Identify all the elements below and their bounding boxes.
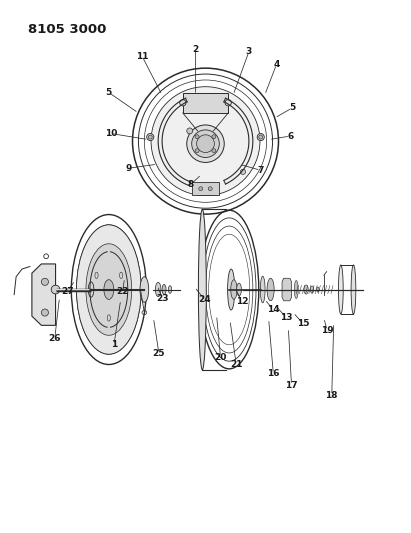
Text: 8: 8 xyxy=(187,180,194,189)
FancyBboxPatch shape xyxy=(192,182,219,195)
Text: 11: 11 xyxy=(136,52,149,61)
Text: 25: 25 xyxy=(153,349,165,358)
Ellipse shape xyxy=(151,87,260,196)
Text: 23: 23 xyxy=(156,294,169,303)
Ellipse shape xyxy=(294,280,298,298)
Text: 13: 13 xyxy=(280,313,293,322)
Polygon shape xyxy=(32,264,55,325)
Text: 18: 18 xyxy=(326,391,338,400)
Ellipse shape xyxy=(231,280,237,299)
Ellipse shape xyxy=(199,209,206,370)
Ellipse shape xyxy=(148,135,152,139)
Ellipse shape xyxy=(260,276,265,303)
FancyBboxPatch shape xyxy=(183,93,228,113)
Text: 16: 16 xyxy=(267,369,279,378)
Ellipse shape xyxy=(187,128,193,134)
Text: 20: 20 xyxy=(214,352,227,361)
Ellipse shape xyxy=(140,277,149,302)
Ellipse shape xyxy=(155,282,161,297)
Ellipse shape xyxy=(180,100,186,106)
Ellipse shape xyxy=(192,130,219,158)
Text: 2: 2 xyxy=(192,45,199,53)
Text: 27: 27 xyxy=(61,287,74,296)
Ellipse shape xyxy=(147,133,154,141)
Ellipse shape xyxy=(42,309,48,316)
Polygon shape xyxy=(282,278,291,301)
Ellipse shape xyxy=(351,265,356,314)
Ellipse shape xyxy=(267,278,274,301)
Ellipse shape xyxy=(212,149,216,152)
Text: 14: 14 xyxy=(267,305,279,314)
Ellipse shape xyxy=(195,135,199,139)
Ellipse shape xyxy=(259,135,263,139)
Ellipse shape xyxy=(86,244,132,335)
Ellipse shape xyxy=(195,149,199,152)
Ellipse shape xyxy=(257,133,264,141)
Ellipse shape xyxy=(212,135,216,139)
Ellipse shape xyxy=(199,187,203,191)
Ellipse shape xyxy=(196,135,215,152)
Text: 19: 19 xyxy=(321,326,333,335)
Ellipse shape xyxy=(51,285,60,294)
Text: 3: 3 xyxy=(246,47,252,56)
Text: 4: 4 xyxy=(273,60,280,69)
Text: 1: 1 xyxy=(111,340,117,349)
Text: 21: 21 xyxy=(230,360,242,369)
Text: 7: 7 xyxy=(258,166,264,175)
Ellipse shape xyxy=(228,269,235,310)
Ellipse shape xyxy=(187,125,224,163)
Text: 8105 3000: 8105 3000 xyxy=(28,23,106,36)
Ellipse shape xyxy=(339,265,343,314)
Text: 12: 12 xyxy=(236,297,248,306)
Ellipse shape xyxy=(169,286,171,293)
Ellipse shape xyxy=(237,283,241,296)
Ellipse shape xyxy=(225,100,231,106)
Ellipse shape xyxy=(310,286,314,293)
Text: 15: 15 xyxy=(297,319,309,328)
Ellipse shape xyxy=(208,187,212,191)
Ellipse shape xyxy=(76,225,141,354)
Text: 9: 9 xyxy=(125,164,132,173)
Ellipse shape xyxy=(162,285,166,295)
Text: 5: 5 xyxy=(289,103,296,112)
Text: 17: 17 xyxy=(285,381,298,390)
Ellipse shape xyxy=(42,278,48,285)
Text: 22: 22 xyxy=(116,287,129,296)
Ellipse shape xyxy=(104,280,114,300)
Ellipse shape xyxy=(304,285,308,294)
Text: 6: 6 xyxy=(287,132,293,141)
Text: 26: 26 xyxy=(48,334,61,343)
Ellipse shape xyxy=(240,169,245,174)
Text: 10: 10 xyxy=(105,129,117,138)
Text: 24: 24 xyxy=(199,295,211,304)
Ellipse shape xyxy=(317,287,319,292)
Text: 5: 5 xyxy=(106,88,112,97)
